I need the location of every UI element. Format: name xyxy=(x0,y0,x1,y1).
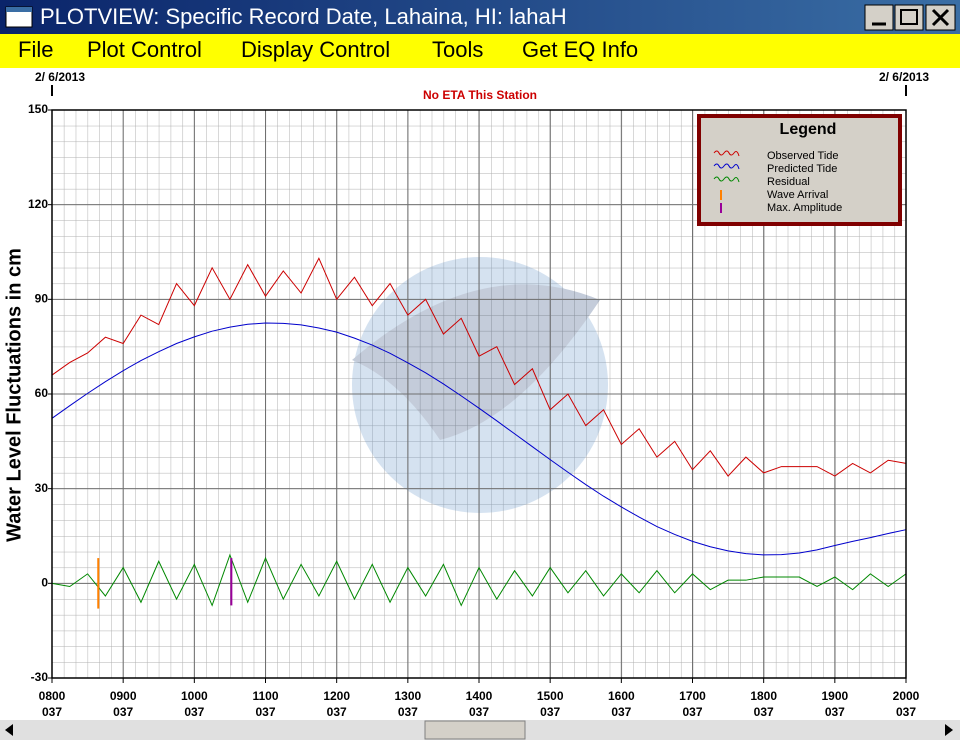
y-tick-label: 30 xyxy=(35,481,49,495)
x-tick-label: 1100 xyxy=(252,689,278,703)
y-tick-label: 0 xyxy=(41,576,48,590)
y-tick-label: -30 xyxy=(31,670,49,684)
plot-frame xyxy=(51,109,907,679)
series-line xyxy=(51,257,907,477)
y-tick-label: 120 xyxy=(28,197,48,211)
maximize-icon xyxy=(900,9,918,25)
y-tick-label: 150 xyxy=(28,102,48,116)
scroll-thumb[interactable] xyxy=(424,720,526,740)
date-ticks xyxy=(51,85,907,96)
legend-label: Wave Arrival xyxy=(767,189,828,201)
watermark xyxy=(352,257,608,513)
window-buttons xyxy=(864,4,956,31)
legend-swatch xyxy=(713,163,740,170)
x-tick-label: 1000 xyxy=(181,689,208,703)
legend-title: Legend xyxy=(780,121,837,138)
close-icon xyxy=(931,8,950,27)
x-tick-label: 1500 xyxy=(537,689,564,703)
x-tick-label: 1300 xyxy=(394,689,421,703)
x-tick-sublabel: 037 xyxy=(896,705,916,719)
annotation: No ETA This Station xyxy=(423,88,537,102)
series-line xyxy=(51,553,907,607)
date-left: 2/ 6/2013 xyxy=(35,70,85,84)
menu-item[interactable]: Tools xyxy=(432,37,483,62)
series-line xyxy=(51,322,907,556)
x-tick-label: 1400 xyxy=(466,689,493,703)
scroll-left[interactable] xyxy=(5,724,13,736)
x-tick-label: 0900 xyxy=(110,689,137,703)
window-title: PLOTVIEW: Specific Record Date, Lahaina,… xyxy=(40,4,567,29)
menu-item[interactable]: Get EQ Info xyxy=(522,37,638,62)
title-bar xyxy=(0,0,960,34)
x-tick-sublabel: 037 xyxy=(469,705,489,719)
x-tick-label: 1600 xyxy=(608,689,635,703)
x-tick-sublabel: 037 xyxy=(825,705,845,719)
menu-item[interactable]: File xyxy=(18,37,53,62)
x-tick-label: 1800 xyxy=(750,689,777,703)
legend-swatch xyxy=(713,150,740,157)
y-tick-label: 60 xyxy=(35,386,49,400)
x-tick-sublabel: 037 xyxy=(682,705,702,719)
x-tick-sublabel: 037 xyxy=(611,705,631,719)
x-tick-sublabel: 037 xyxy=(398,705,418,719)
x-tick-sublabel: 037 xyxy=(184,705,204,719)
x-tick-sublabel: 037 xyxy=(754,705,774,719)
scrollbar xyxy=(0,720,960,740)
x-tick-sublabel: 037 xyxy=(327,705,347,719)
menu-item[interactable]: Display Control xyxy=(241,37,390,62)
maximize-button[interactable] xyxy=(894,4,924,31)
app-icon-bar xyxy=(6,7,32,12)
date-right: 2/ 6/2013 xyxy=(879,70,929,84)
x-tick-sublabel: 037 xyxy=(42,705,62,719)
scroll-right[interactable] xyxy=(945,724,953,736)
menu-item[interactable]: Plot Control xyxy=(87,37,202,62)
x-tick-sublabel: 037 xyxy=(255,705,275,719)
legend-box xyxy=(697,114,902,226)
x-tick-label: 1200 xyxy=(323,689,350,703)
y-axis-label: Water Level Fluctuations in cm xyxy=(3,248,25,542)
x-tick-label: 1700 xyxy=(679,689,706,703)
menu-bar xyxy=(0,34,960,68)
x-tick-label: 2000 xyxy=(893,689,920,703)
legend-label: Max. Amplitude xyxy=(767,202,842,214)
x-tick-label: 1900 xyxy=(821,689,848,703)
x-tick-sublabel: 037 xyxy=(113,705,133,719)
x-tick-label: 0800 xyxy=(39,689,66,703)
legend-label: Predicted Tide xyxy=(767,163,837,175)
minimize-button[interactable] xyxy=(864,4,894,31)
x-tick-sublabel: 037 xyxy=(540,705,560,719)
y-tick-label: 90 xyxy=(35,292,49,306)
legend-label: Observed Tide xyxy=(767,150,839,162)
legend-swatch xyxy=(713,176,740,183)
legend-label: Residual xyxy=(767,176,810,188)
